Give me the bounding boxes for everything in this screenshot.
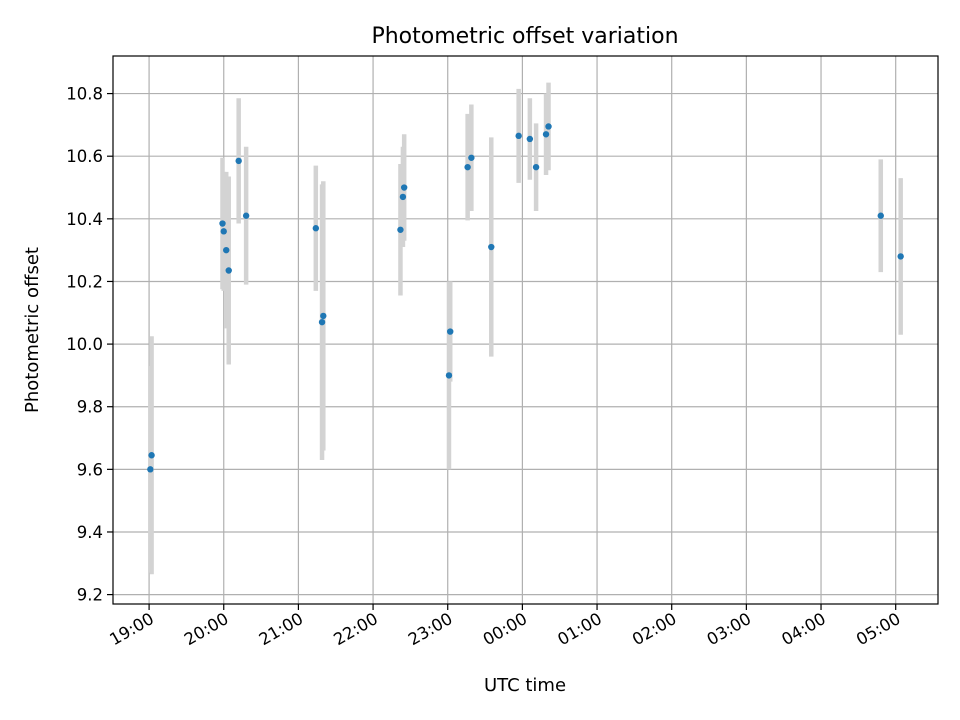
y-tick-label: 9.4 — [77, 523, 103, 542]
grid-layer — [113, 56, 938, 604]
x-axis-ticks: 19:00 20:00 21:00 22:00 23:00 00:00 01:00 02:00… — [106, 604, 904, 649]
data-point — [488, 243, 495, 251]
data-point — [312, 225, 320, 232]
data-point — [897, 253, 904, 260]
x-tick-label: 20:00 — [181, 609, 232, 649]
y-tick-label: 10.0 — [66, 335, 103, 354]
x-tick-label: 01:00 — [554, 609, 605, 649]
y-tick-label: 9.2 — [77, 586, 103, 605]
x-tick-label: 02:00 — [629, 609, 680, 649]
y-tick-label: 10.4 — [66, 210, 103, 229]
x-tick-label: 21:00 — [256, 609, 307, 649]
data-point — [464, 163, 471, 171]
y-tick-label: 9.8 — [77, 398, 103, 417]
x-tick-label: 19:00 — [106, 609, 157, 649]
x-tick-label: 03:00 — [704, 609, 755, 649]
y-axis-label: Photometric offset — [22, 247, 43, 413]
data-point — [468, 154, 475, 161]
data-point — [532, 163, 540, 171]
data-point — [220, 228, 227, 235]
data-point — [235, 157, 242, 165]
y-axis-ticks: 9.2 9.4 9.6 9.8 10.0 10.2 10.4 10.6 10.8 — [66, 85, 113, 605]
data-point — [445, 372, 453, 379]
data-point — [545, 123, 552, 130]
x-tick-label: 23:00 — [405, 609, 456, 649]
y-tick-label: 10.6 — [66, 147, 103, 166]
data-point — [147, 466, 154, 473]
x-tick-label: 05:00 — [853, 609, 904, 649]
data-point — [223, 246, 230, 254]
data-point — [515, 132, 522, 140]
data-point — [242, 212, 250, 219]
data-point — [219, 220, 226, 227]
data-point — [318, 318, 326, 326]
data-point — [542, 131, 550, 138]
data-point — [526, 135, 534, 143]
y-tick-label: 10.2 — [66, 272, 103, 291]
data-point — [225, 267, 232, 274]
x-tick-label: 00:00 — [480, 609, 531, 649]
x-tick-label: 04:00 — [778, 609, 829, 649]
data-point — [400, 184, 408, 191]
plot-frame — [112, 55, 939, 605]
chart-title: Photometric offset variation — [371, 24, 678, 49]
data-point — [320, 312, 327, 320]
data-point — [399, 193, 407, 201]
x-tick-label: 22:00 — [330, 609, 381, 649]
point-layer — [147, 123, 904, 473]
data-point — [397, 226, 404, 233]
data-point — [148, 452, 155, 459]
data-point — [877, 212, 884, 219]
y-tick-label: 9.6 — [77, 460, 103, 479]
x-axis-label: UTC time — [484, 675, 566, 696]
y-tick-label: 10.8 — [66, 85, 103, 104]
data-point — [447, 328, 454, 335]
